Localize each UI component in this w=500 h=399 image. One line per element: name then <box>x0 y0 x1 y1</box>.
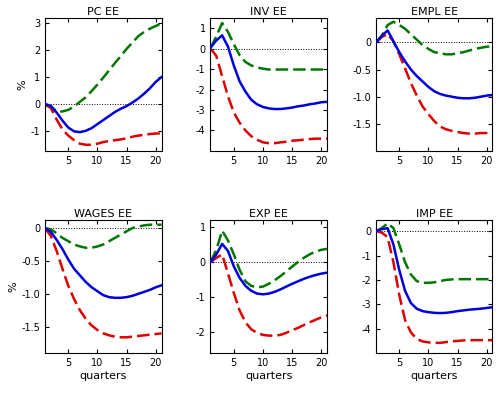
Title: IMP EE: IMP EE <box>416 209 453 219</box>
Title: PC EE: PC EE <box>88 7 120 17</box>
Title: EMPL EE: EMPL EE <box>410 7 458 17</box>
Y-axis label: %: % <box>8 281 18 292</box>
X-axis label: quarters: quarters <box>410 371 458 381</box>
Y-axis label: %: % <box>18 79 28 90</box>
X-axis label: quarters: quarters <box>245 371 292 381</box>
Title: WAGES EE: WAGES EE <box>74 209 132 219</box>
Title: INV EE: INV EE <box>250 7 287 17</box>
Title: EXP EE: EXP EE <box>250 209 288 219</box>
X-axis label: quarters: quarters <box>80 371 127 381</box>
